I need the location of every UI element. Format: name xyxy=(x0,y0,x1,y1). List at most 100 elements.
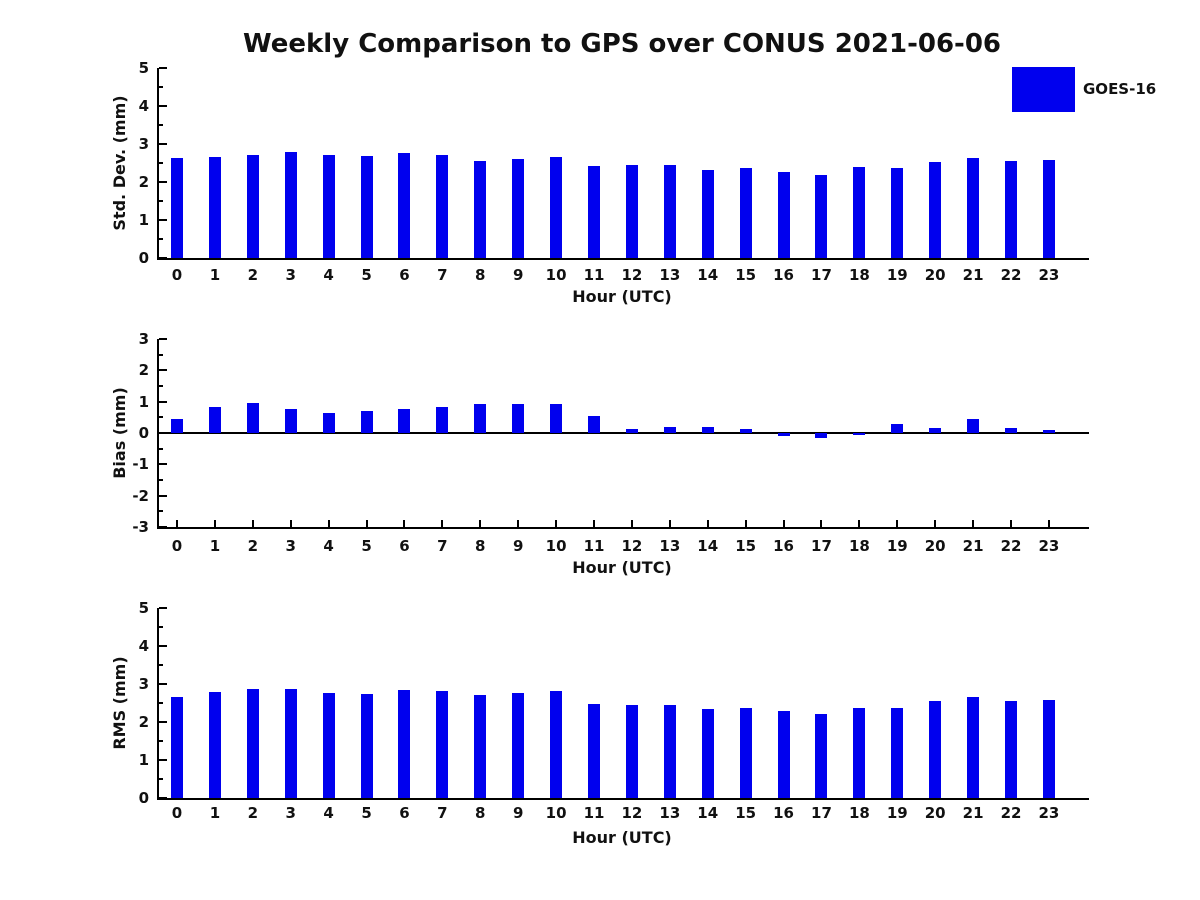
x-tick-label: 0 xyxy=(171,266,183,284)
x-tick-label: 16 xyxy=(773,266,794,284)
x-tick xyxy=(896,520,899,527)
x-tick xyxy=(403,520,406,527)
y-minor-tick xyxy=(159,238,163,240)
x-tick-label: 22 xyxy=(1000,804,1022,822)
x-tick-label: 20 xyxy=(924,266,946,284)
x-tick-label: 6 xyxy=(399,266,410,284)
x-tick-label: 5 xyxy=(361,537,372,555)
x-tick-label: 23 xyxy=(1038,804,1060,822)
x-tick xyxy=(782,520,785,527)
bar-hour-21 xyxy=(967,158,980,258)
y-tick-label: -3 xyxy=(132,518,149,536)
bar-hour-9 xyxy=(512,159,525,258)
y-major-tick xyxy=(159,759,167,761)
bar-hour-21 xyxy=(967,419,980,433)
y-minor-tick xyxy=(159,510,163,513)
y-major-tick xyxy=(159,338,167,340)
y-major-tick xyxy=(159,400,167,403)
bar-hour-10 xyxy=(550,156,563,258)
y-tick-label: 5 xyxy=(138,599,149,617)
x-tick xyxy=(972,520,975,527)
bar-hour-4 xyxy=(322,413,335,433)
y-tick-label: 2 xyxy=(138,713,149,731)
y-tick-label: 0 xyxy=(138,789,149,807)
y-tick-label: 1 xyxy=(138,211,149,229)
y-minor-tick xyxy=(159,664,163,666)
x-tick-label: 0 xyxy=(171,537,183,555)
y-tick-label: -2 xyxy=(132,486,149,505)
x-tick xyxy=(365,520,368,527)
x-tick-label: 2 xyxy=(247,804,259,822)
bias-x-axis-label: Hour (UTC) xyxy=(572,558,672,577)
bar-hour-3 xyxy=(284,688,297,798)
y-minor-tick xyxy=(159,162,163,164)
bar-hour-7 xyxy=(436,690,449,798)
x-tick-label: 9 xyxy=(512,537,524,555)
x-tick-label: 7 xyxy=(437,804,448,822)
x-tick-label: 4 xyxy=(323,537,334,555)
y-tick-label: 2 xyxy=(138,173,149,191)
bar-hour-12 xyxy=(625,428,638,433)
bar-hour-11 xyxy=(588,703,600,798)
x-tick-label: 8 xyxy=(475,266,486,284)
x-tick-label: 21 xyxy=(962,804,984,822)
x-tick-label: 1 xyxy=(209,537,221,555)
bar-hour-10 xyxy=(550,690,563,798)
x-tick-label: 3 xyxy=(285,266,296,284)
x-tick-label: 15 xyxy=(735,804,757,822)
x-tick xyxy=(555,520,558,527)
bar-hour-4 xyxy=(322,155,335,258)
bar-hour-14 xyxy=(701,709,714,798)
y-minor-tick xyxy=(159,416,163,419)
y-tick-label: 4 xyxy=(138,637,149,655)
x-tick xyxy=(668,520,671,527)
bar-hour-15 xyxy=(739,429,752,433)
bar-hour-10 xyxy=(550,403,563,433)
x-tick-label: 20 xyxy=(924,804,946,822)
bar-hour-12 xyxy=(625,704,638,798)
bar-hour-13 xyxy=(663,704,676,798)
y-tick-label: 2 xyxy=(138,361,149,380)
bar-hour-5 xyxy=(360,411,373,433)
x-tick-label: 18 xyxy=(848,266,870,284)
y-tick-label: 5 xyxy=(138,59,149,77)
x-tick-label: 13 xyxy=(659,266,681,284)
x-tick xyxy=(327,520,330,527)
bar-hour-4 xyxy=(322,692,335,798)
bar-hour-12 xyxy=(625,164,638,258)
bar-hour-20 xyxy=(929,701,942,798)
bar-hour-22 xyxy=(1005,161,1018,258)
x-tick-label: 0 xyxy=(171,804,183,822)
x-tick-label: 17 xyxy=(811,804,832,822)
x-tick-label: 17 xyxy=(811,266,832,284)
x-tick xyxy=(934,520,937,527)
x-tick xyxy=(630,520,633,527)
x-tick-label: 22 xyxy=(1000,266,1022,284)
x-tick-label: 16 xyxy=(773,804,794,822)
y-tick-label: 1 xyxy=(138,392,149,411)
y-major-tick xyxy=(159,683,167,685)
x-tick-label: 7 xyxy=(437,537,448,555)
y-major-tick xyxy=(159,67,167,69)
y-tick-label: 3 xyxy=(138,135,149,153)
stddev-plot-area: 0 1 2 3 4 5 0 1 2 3 4 5 6 7 8 9 10 11 12 13 14 15 16 17 18 19 20 21… xyxy=(139,59,1089,284)
x-tick-label: 2 xyxy=(247,537,259,555)
x-tick-label: 8 xyxy=(475,537,486,555)
y-minor-tick xyxy=(159,353,163,356)
x-tick xyxy=(706,520,709,527)
y-minor-tick xyxy=(159,124,163,126)
y-major-tick xyxy=(159,463,167,466)
bar-hour-8 xyxy=(474,403,487,433)
x-tick-label: 18 xyxy=(848,804,870,822)
x-tick-label: 5 xyxy=(361,266,372,284)
x-tick xyxy=(479,520,482,527)
x-tick xyxy=(744,520,747,527)
y-tick-label: 0 xyxy=(138,424,149,442)
y-major-tick xyxy=(159,494,167,497)
bar-hour-17 xyxy=(815,433,828,439)
x-tick-label: 5 xyxy=(361,804,372,822)
bar-hour-5 xyxy=(360,693,373,798)
rms-x-axis-label: Hour (UTC) xyxy=(572,828,672,847)
x-tick-label: 15 xyxy=(735,537,757,555)
y-minor-tick xyxy=(159,626,163,628)
